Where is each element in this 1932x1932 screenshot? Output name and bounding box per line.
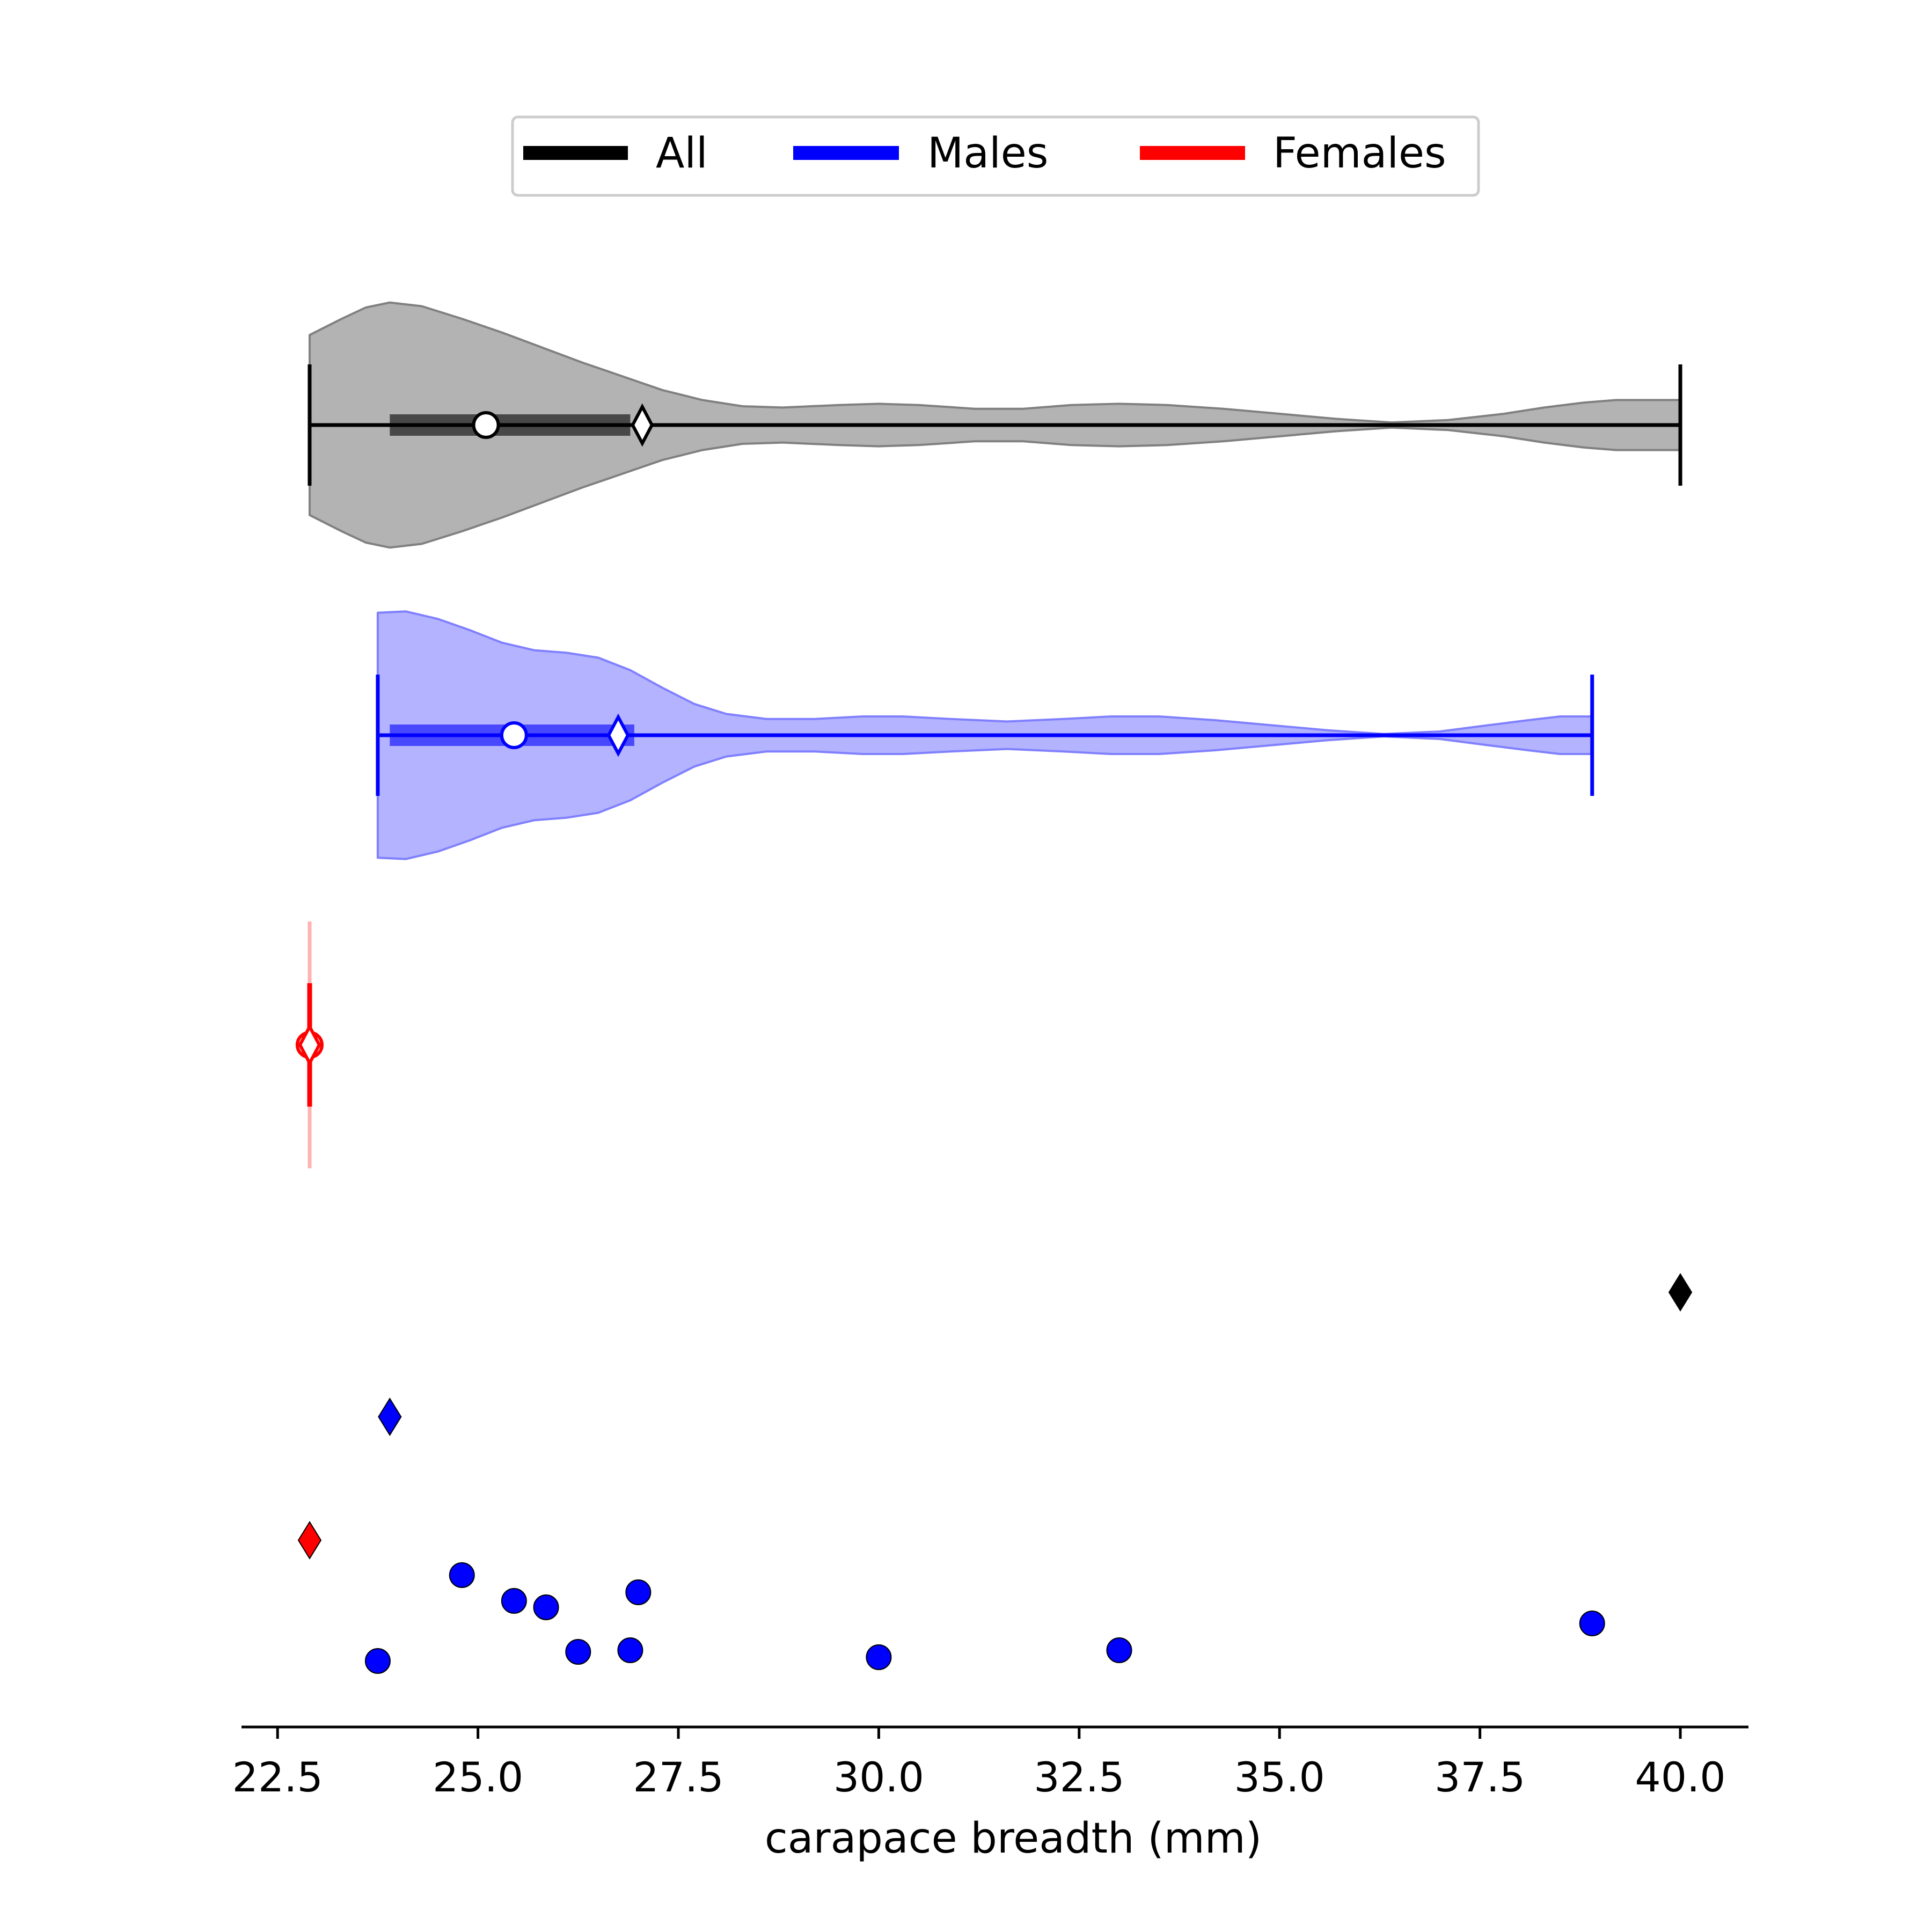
legend: All Males Females: [511, 115, 1480, 197]
data-point: [617, 1637, 643, 1663]
x-tick-label: 40.0: [1635, 1753, 1725, 1801]
legend-frame: [511, 115, 1480, 197]
x-tick-label: 27.5: [633, 1753, 723, 1801]
legend-label-all: All: [656, 129, 708, 178]
mean-marker-females: [298, 1023, 321, 1067]
x-tick-label: 35.0: [1234, 1753, 1325, 1801]
x-axis: 22.5 25.0 27.5 30.0 32.5 35.0 37.5 40.0 carapac…: [232, 1725, 1748, 1863]
x-tick-label: 22.5: [232, 1753, 323, 1801]
iqr-bar-all: [390, 414, 631, 436]
data-point: [565, 1639, 591, 1665]
data-point: [533, 1594, 559, 1620]
mean-diamond-males: [378, 1397, 402, 1436]
data-point: [364, 1648, 391, 1674]
mean-diamond-all: [1668, 1273, 1693, 1312]
data-point: [449, 1562, 475, 1588]
mean-diamond-females: [297, 1521, 322, 1560]
mean-marker-males: [606, 713, 630, 757]
legend-label-females: Females: [1273, 129, 1446, 178]
median-marker-males: [500, 721, 528, 749]
x-axis-label: carapace breadth (mm): [765, 1814, 1262, 1863]
legend-label-males: Males: [927, 129, 1048, 178]
marker-layer: [295, 364, 1693, 1674]
data-point: [866, 1644, 892, 1670]
median-marker-all: [472, 411, 500, 439]
x-axis-ticks: 22.5 25.0 27.5 30.0 32.5 35.0 37.5 40.0: [232, 1727, 1726, 1801]
mean-marker-all: [631, 403, 654, 447]
data-point: [625, 1579, 652, 1605]
x-tick-label: 32.5: [1034, 1753, 1124, 1801]
data-point: [1106, 1637, 1132, 1663]
data-point: [1579, 1611, 1605, 1636]
x-tick-label: 30.0: [833, 1753, 924, 1801]
x-tick-label: 37.5: [1435, 1753, 1525, 1801]
x-tick-label: 25.0: [433, 1753, 523, 1801]
data-point: [501, 1588, 527, 1614]
